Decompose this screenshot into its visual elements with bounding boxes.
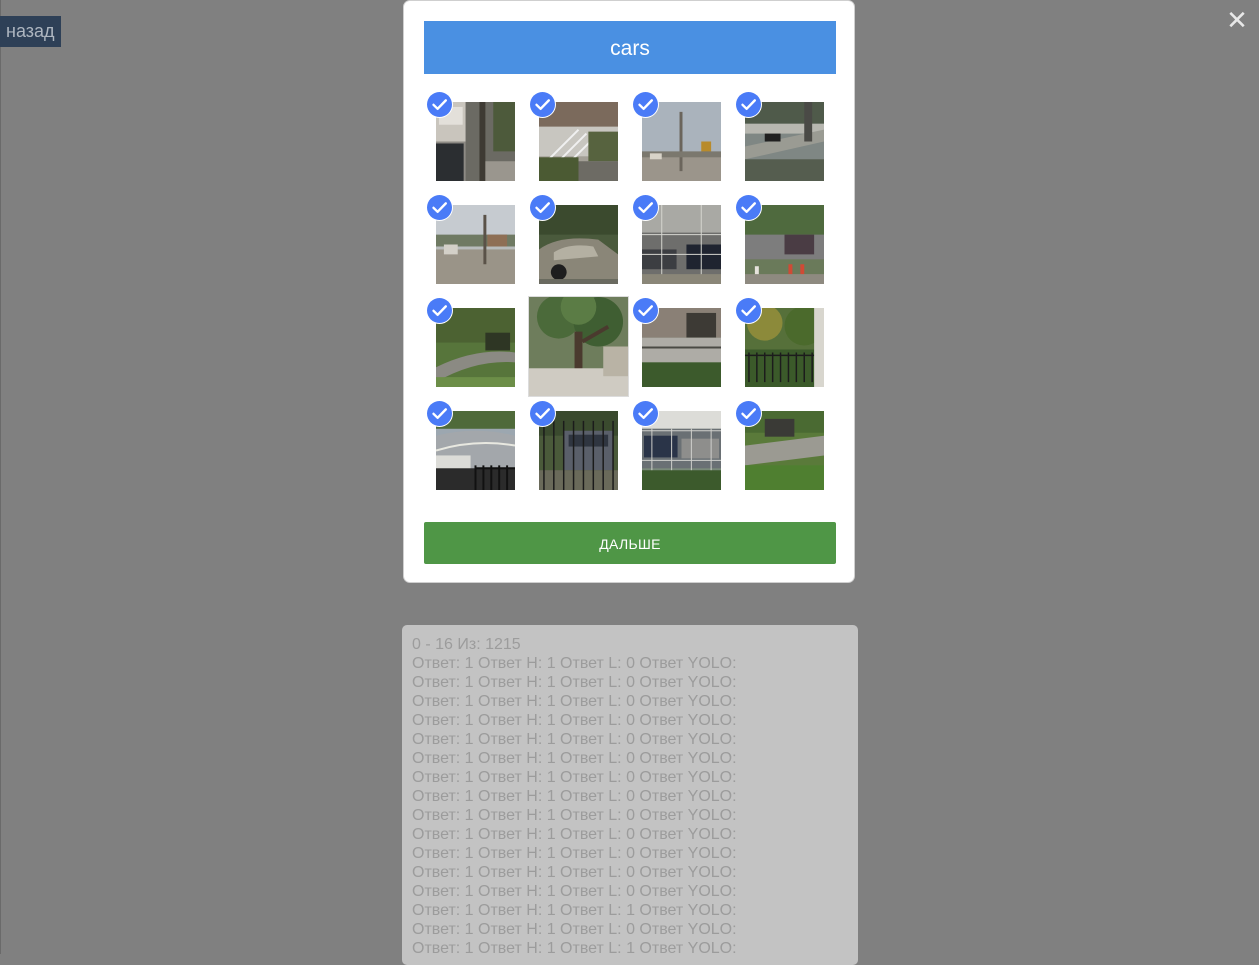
checkmark-icon [427,401,452,426]
close-icon[interactable]: ✕ [1226,5,1248,35]
log-line: Ответ: 1 Ответ H: 1 Ответ L: 1 Ответ YOL… [412,902,737,919]
checkmark-icon [736,401,761,426]
grid-tile-pole-sky-grainy[interactable] [630,89,733,192]
log-line: Ответ: 1 Ответ H: 1 Ответ L: 0 Ответ YOL… [412,750,737,767]
log-summary: 0 - 16 Из: 1215 [412,636,521,653]
grid-tile-tree-sidewalk[interactable] [527,295,630,398]
grid-tile-silver-car-closeup[interactable] [527,192,630,295]
tile-image [642,102,721,181]
tile-image [539,102,618,181]
grid-tile-fence-dark-suv[interactable] [527,398,630,501]
checkmark-icon [736,92,761,117]
grid-tile-fence-hydrant-car[interactable] [733,192,836,295]
checkmark-icon [530,195,555,220]
challenge-title: cars [424,21,836,74]
grid-tile-lawn-driveway-car[interactable] [733,398,836,501]
checkmark-icon [530,401,555,426]
tile-image [745,411,824,490]
log-line: Ответ: 1 Ответ H: 1 Ответ L: 0 Ответ YOL… [412,807,737,824]
checkmark-icon [736,298,761,323]
results-log: 0 - 16 Из: 1215 Ответ: 1 Ответ H: 1 Отве… [402,625,858,965]
back-button[interactable]: назад [0,16,61,47]
checkmark-icon [427,195,452,220]
grid-tile-chainlink-fence-cars[interactable] [630,192,733,295]
log-line: Ответ: 1 Ответ H: 1 Ответ L: 1 Ответ YOL… [412,940,737,957]
checkmark-icon [633,401,658,426]
checkmark-icon [633,195,658,220]
page-edge [0,0,1,954]
checkmark-icon [530,92,555,117]
grid-tile-trees-fence[interactable] [733,295,836,398]
log-line: Ответ: 1 Ответ H: 1 Ответ L: 0 Ответ YOL… [412,769,737,786]
image-grid [424,89,836,501]
log-line: Ответ: 1 Ответ H: 1 Ответ L: 0 Ответ YOL… [412,845,737,862]
tile-image [436,308,515,387]
log-line: Ответ: 1 Ответ H: 1 Ответ L: 0 Ответ YOL… [412,826,737,843]
log-line: Ответ: 1 Ответ H: 1 Ответ L: 0 Ответ YOL… [412,731,737,748]
grid-tile-street-sign-grainy[interactable] [424,192,527,295]
grid-tile-stairs-porch[interactable] [527,89,630,192]
tile-image [745,205,824,284]
log-line: Ответ: 1 Ответ H: 1 Ответ L: 0 Ответ YOL… [412,883,737,900]
log-line: Ответ: 1 Ответ H: 1 Ответ L: 0 Ответ YOL… [412,788,737,805]
log-line: Ответ: 1 Ответ H: 1 Ответ L: 0 Ответ YOL… [412,864,737,881]
grid-tile-fence-parked-cars[interactable] [630,398,733,501]
captcha-dialog: cars ДАЛЬШЕ [403,0,855,583]
log-line: Ответ: 1 Ответ H: 1 Ответ L: 0 Ответ YOL… [412,712,737,729]
grid-tile-grass-road-bush[interactable] [424,295,527,398]
grid-tile-house-fence-lawn[interactable] [630,295,733,398]
log-line: Ответ: 1 Ответ H: 1 Ответ L: 0 Ответ YOL… [412,693,737,710]
tile-image [745,102,824,181]
grid-tile-house-wall-car[interactable] [424,89,527,192]
tile-image [745,308,824,387]
tile-image [539,411,618,490]
tile-image [529,297,628,396]
tile-image [642,411,721,490]
log-line: Ответ: 1 Ответ H: 1 Ответ L: 0 Ответ YOL… [412,655,737,672]
checkmark-icon [633,298,658,323]
tile-image [436,102,515,181]
checkmark-icon [633,92,658,117]
grid-tile-curve-road-car[interactable] [424,398,527,501]
log-line: Ответ: 1 Ответ H: 1 Ответ L: 0 Ответ YOL… [412,674,737,691]
checkmark-icon [427,298,452,323]
grid-tile-overpass-car[interactable] [733,89,836,192]
tile-image [642,205,721,284]
checkmark-icon [427,92,452,117]
tile-image [436,205,515,284]
next-button[interactable]: ДАЛЬШЕ [424,522,836,564]
log-line: Ответ: 1 Ответ H: 1 Ответ L: 0 Ответ YOL… [412,921,737,938]
tile-image [436,411,515,490]
checkmark-icon [736,195,761,220]
